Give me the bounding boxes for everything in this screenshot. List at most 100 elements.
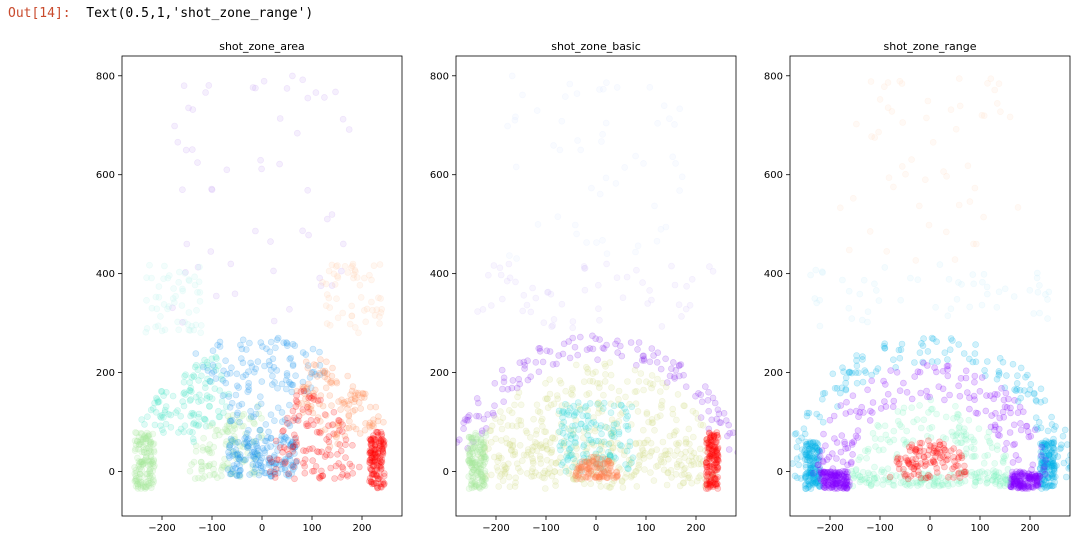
data-point <box>939 385 947 393</box>
data-point <box>914 276 922 284</box>
data-point <box>280 427 287 434</box>
data-point <box>589 457 596 465</box>
data-point <box>970 453 978 460</box>
data-point <box>936 482 943 490</box>
data-point <box>711 445 719 453</box>
data-point <box>613 420 621 428</box>
data-point <box>1050 444 1057 452</box>
data-point <box>204 445 212 453</box>
data-point <box>225 393 233 400</box>
data-point <box>1048 462 1056 470</box>
data-point <box>575 471 583 479</box>
data-point <box>996 475 1004 482</box>
data-point <box>378 458 386 466</box>
data-point <box>569 334 577 342</box>
data-point <box>542 438 550 445</box>
data-point <box>633 483 641 490</box>
data-point <box>895 346 903 354</box>
data-point <box>195 410 203 418</box>
data-point <box>476 459 483 467</box>
data-point <box>371 450 378 458</box>
data-point <box>1032 472 1040 479</box>
data-point <box>239 458 246 466</box>
data-point <box>150 463 157 471</box>
data-point <box>378 456 386 464</box>
data-point <box>500 378 508 386</box>
data-point <box>174 407 181 414</box>
data-point <box>226 470 234 478</box>
data-point <box>558 402 566 409</box>
data-point <box>963 389 971 396</box>
data-point <box>808 469 816 477</box>
data-point <box>304 388 311 395</box>
data-point <box>145 431 153 439</box>
data-point <box>1033 481 1040 489</box>
data-point <box>806 468 814 476</box>
data-point <box>1038 459 1045 467</box>
data-point <box>191 475 199 482</box>
data-point <box>203 392 211 399</box>
data-point <box>632 468 639 475</box>
data-point <box>941 396 948 404</box>
data-point <box>884 476 892 484</box>
data-point <box>1024 390 1032 398</box>
data-point <box>816 296 824 304</box>
data-point <box>677 461 685 469</box>
data-point <box>300 459 307 467</box>
data-point <box>1033 274 1041 282</box>
data-point <box>599 472 607 480</box>
data-point <box>856 409 864 416</box>
data-point <box>1045 440 1052 447</box>
data-point <box>820 468 827 476</box>
data-point <box>346 460 354 468</box>
data-point <box>138 479 146 486</box>
data-point <box>797 453 805 460</box>
data-point <box>852 369 860 376</box>
data-point <box>479 440 487 448</box>
data-point <box>132 445 139 453</box>
data-point <box>1041 445 1049 453</box>
data-point <box>370 422 377 430</box>
data-point <box>625 461 633 469</box>
data-point <box>602 174 610 182</box>
data-point <box>625 465 632 473</box>
data-point <box>372 446 380 454</box>
data-point <box>141 434 149 442</box>
data-point <box>996 481 1004 488</box>
data-point <box>136 465 143 473</box>
data-point <box>309 409 317 417</box>
data-point <box>699 458 707 465</box>
data-point <box>632 248 639 256</box>
data-point <box>991 426 998 434</box>
data-point <box>856 473 864 480</box>
data-point <box>944 473 952 481</box>
data-point <box>981 367 988 374</box>
data-point <box>146 479 153 487</box>
data-point <box>809 439 817 447</box>
data-point <box>841 440 849 448</box>
data-point <box>643 410 651 418</box>
data-point <box>801 455 809 463</box>
data-point <box>481 467 489 475</box>
data-point <box>624 422 632 430</box>
data-point <box>881 340 889 348</box>
data-point <box>1040 459 1047 467</box>
data-point <box>552 482 559 489</box>
data-point <box>597 442 605 450</box>
data-point <box>596 336 603 343</box>
data-point <box>681 454 689 461</box>
data-point <box>1037 448 1045 456</box>
data-point <box>950 453 958 461</box>
data-point <box>135 441 143 449</box>
data-point <box>592 460 599 468</box>
data-point <box>833 480 841 487</box>
data-point <box>584 369 592 376</box>
data-point <box>1044 315 1051 322</box>
data-point <box>245 379 252 387</box>
data-point <box>355 463 363 471</box>
data-point <box>460 425 467 433</box>
data-point <box>142 435 150 442</box>
data-point <box>554 395 562 403</box>
data-point <box>971 372 979 380</box>
data-point <box>578 458 586 465</box>
